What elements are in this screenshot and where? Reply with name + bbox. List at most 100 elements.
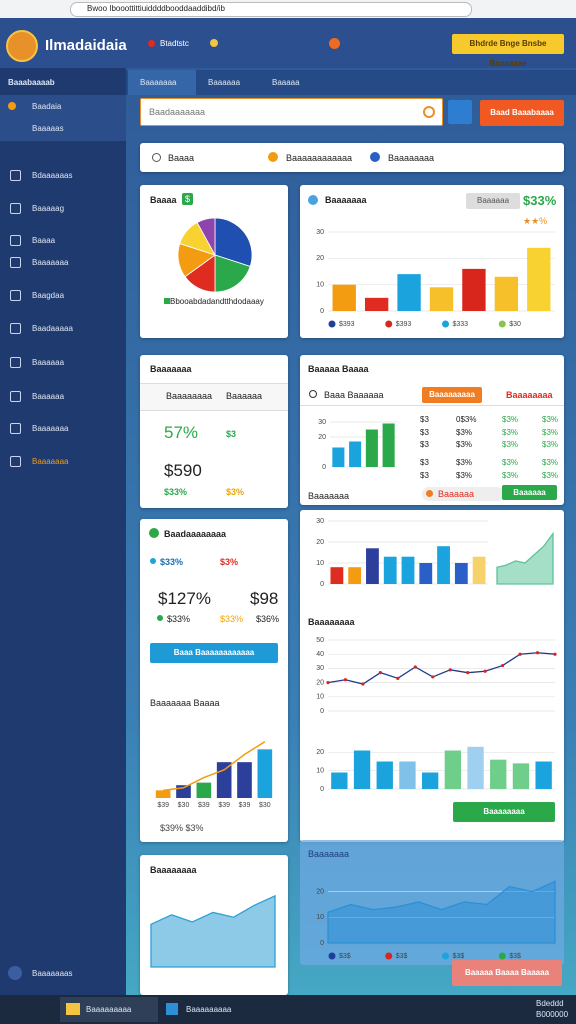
- trend-button[interactable]: Baaaaaaaa: [453, 802, 555, 822]
- y-tick-label: 0: [320, 308, 324, 315]
- legend-swatch: [164, 298, 170, 304]
- search-box[interactable]: Baadaaaaaaa: [140, 98, 443, 126]
- legend-swatch: [328, 952, 336, 960]
- legend-label: $30: [509, 321, 521, 328]
- filter-icon: [268, 152, 278, 162]
- table-card: Baaaaa Baaaa Baaa Baaaaaa Baaaaaaaaa Baa…: [300, 355, 564, 505]
- pie-slice: [196, 217, 216, 256]
- search-placeholder: Baadaaaaaaa: [149, 107, 206, 117]
- point: [466, 671, 470, 675]
- browser-bar: Bwoo Ibooottittiuiddddbooddaaddibd/ib: [0, 0, 576, 19]
- bar: [376, 761, 393, 789]
- icon-button[interactable]: [448, 100, 472, 124]
- search-button[interactable]: Baad Baaabaaaa: [480, 100, 564, 126]
- menu-item[interactable]: Baaaa: [32, 236, 56, 245]
- summary-button[interactable]: Baaa Baaaaaaaaaaaa: [150, 643, 278, 663]
- table-cell: $3%: [542, 428, 559, 437]
- y-tick-label: 0: [320, 581, 324, 588]
- app-label[interactable]: Baaaaaaaaa: [186, 1005, 232, 1014]
- bar: [490, 759, 507, 789]
- sidebar-section: Baaaaas: [32, 124, 64, 133]
- blue-button[interactable]: Baaaaa Baaaa Baaaaa: [452, 960, 562, 986]
- x-tick-label: $39: [198, 802, 210, 809]
- card-title: Baaaaaaa: [325, 195, 367, 205]
- menu-item[interactable]: Baaaaaa: [32, 358, 65, 367]
- bar: [353, 750, 371, 789]
- menu-icon: [10, 357, 21, 368]
- url-box[interactable]: Bwoo Ibooottittiuiddddbooddaaddibd/ib: [70, 2, 472, 17]
- bar-chart: 0 10 20: [316, 746, 555, 793]
- bar: [382, 423, 395, 467]
- filter[interactable]: Baaaaaaaaaaaa: [286, 153, 353, 163]
- combo-area-chart: [496, 531, 554, 585]
- sidebar-heading: Baaabaaaab: [8, 78, 55, 87]
- y-tick-label: 20: [316, 255, 324, 262]
- nav-icon: [210, 39, 218, 47]
- menu-item[interactable]: Baaaaag: [32, 204, 65, 213]
- sidebar-active: [0, 95, 126, 141]
- x-tick-label: $39: [218, 802, 230, 809]
- app-label[interactable]: Baaaaaaaaa: [86, 1005, 132, 1014]
- card-button[interactable]: Baaaaaa: [466, 193, 520, 209]
- bar: [332, 284, 356, 311]
- menu-item[interactable]: Baagdaa: [32, 291, 65, 300]
- stat: $98: [250, 589, 279, 608]
- table-button[interactable]: Baaaaaa: [502, 485, 557, 500]
- card-icon: [149, 528, 159, 538]
- area: [496, 531, 554, 585]
- logo: [6, 30, 38, 62]
- y-tick-label: 30: [316, 518, 324, 525]
- card-title: Baaaaaaaa: [150, 865, 197, 875]
- filter[interactable]: Baaaa: [168, 153, 195, 163]
- bar: [331, 772, 348, 789]
- tab[interactable]: Baaaaaaaa: [166, 391, 213, 401]
- tab[interactable]: Baaaaaaa: [140, 78, 177, 87]
- table-cell: 0$3%: [456, 415, 477, 424]
- tab[interactable]: Baaaaaa: [208, 78, 241, 87]
- tab[interactable]: Baaaaa: [272, 78, 300, 87]
- point: [361, 682, 365, 686]
- menu-item[interactable]: Baaaaaa: [32, 392, 65, 401]
- legend-swatch: [328, 320, 336, 328]
- x-tick-label: $39: [157, 802, 169, 809]
- area-chart: [150, 894, 276, 968]
- legend-swatch: [442, 320, 449, 328]
- pie-card: Baaaa $ Bbooabdadandtthdodaaay: [140, 185, 288, 338]
- table-cell: $3: [420, 428, 429, 437]
- pie-slice: [214, 217, 253, 267]
- menu-item[interactable]: Bdaaaaaas: [32, 171, 73, 180]
- menu-item[interactable]: Baaaaaaa: [32, 424, 69, 433]
- bar: [257, 749, 273, 798]
- bar: [383, 556, 397, 584]
- header-button[interactable]: Bhdrde Bnge Bnsbe Boaaaaae: [452, 34, 564, 68]
- nav-link[interactable]: Btadtstc: [160, 39, 189, 48]
- orange-button[interactable]: Baaaaaaaaa: [422, 387, 482, 403]
- pie-slice: [214, 254, 251, 293]
- legend-label: $333: [453, 321, 469, 328]
- filter[interactable]: Baaaaaaaa: [388, 153, 435, 163]
- tab[interactable]: Baaaaaa: [226, 391, 263, 401]
- pie-legend: Bbooabdadandtthdodaaay: [170, 297, 264, 306]
- row-label: Baaa Baaaaaa: [324, 390, 384, 400]
- card-title: Baaaaaaa: [308, 849, 350, 859]
- card-title: Baaaa: [150, 195, 177, 205]
- bar: [196, 782, 212, 798]
- y-tick-label: 30: [316, 229, 324, 236]
- red-label: Baaaaaaaa: [506, 390, 553, 400]
- app-icon: [166, 1003, 178, 1015]
- menu-item[interactable]: Baadaaaaa: [32, 324, 73, 333]
- bar-line-chart: $39 $30 $39 $39 $39 $30: [155, 741, 273, 809]
- menu-icon: [10, 257, 21, 268]
- app-title: Ilmadaidaia: [45, 37, 127, 54]
- menu-item[interactable]: Baaaaaaa: [32, 457, 69, 466]
- legend-label: $3$: [453, 953, 465, 960]
- menu-item[interactable]: Baaaaaaa: [32, 258, 69, 267]
- point: [501, 663, 505, 668]
- stat: $3%: [226, 487, 245, 497]
- stat: $3: [226, 429, 237, 439]
- y-tick-label: 10: [316, 914, 324, 921]
- y-tick-label: 20: [316, 889, 324, 896]
- card-title: Baadaaaaaaaa: [164, 529, 227, 539]
- legend-label: $393: [339, 321, 355, 328]
